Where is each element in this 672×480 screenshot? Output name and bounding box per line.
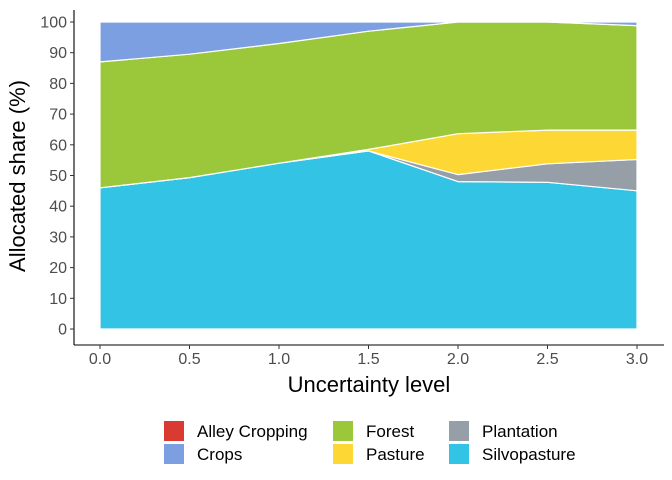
tick-labels: 0 10 20 30 40 50 60 70 80 90 100 0.0 0.5 1.0 1.5 2.0 2.5… xyxy=(40,15,648,369)
y-tick-label: 0 xyxy=(58,322,67,339)
y-tick-label: 40 xyxy=(49,199,67,216)
legend-swatch xyxy=(333,421,353,441)
legend-swatch xyxy=(164,421,184,441)
legend: Alley Cropping Crops Forest Pasture Plantati… xyxy=(164,421,576,464)
legend-label: Plantation xyxy=(482,422,558,441)
y-tick-label: 100 xyxy=(40,15,67,32)
y-axis-title: Allocated share (%) xyxy=(5,80,30,272)
area-layers xyxy=(99,21,638,330)
legend-item-pasture: Pasture xyxy=(333,444,425,464)
y-tick-label: 90 xyxy=(49,45,67,62)
y-tick-label: 60 xyxy=(49,137,67,154)
legend-item-plantation: Plantation xyxy=(449,421,558,441)
legend-swatch xyxy=(333,444,353,464)
area-crops xyxy=(99,21,638,63)
legend-label: Alley Cropping xyxy=(197,422,308,441)
x-tick-label: 2.0 xyxy=(447,351,469,368)
x-axis-title: Uncertainty level xyxy=(288,372,451,397)
y-tick-label: 50 xyxy=(49,168,67,185)
legend-label: Pasture xyxy=(366,445,425,464)
y-tick-label: 20 xyxy=(49,260,67,277)
y-tick-label: 30 xyxy=(49,229,67,246)
x-tick-label: 3.0 xyxy=(626,351,648,368)
x-tick-label: 1.5 xyxy=(357,351,379,368)
x-tick-label: 0.0 xyxy=(89,351,111,368)
x-tick-label: 0.5 xyxy=(178,351,200,368)
y-tick-label: 70 xyxy=(49,107,67,124)
x-tick-label: 2.5 xyxy=(536,351,558,368)
y-tick-label: 10 xyxy=(49,291,67,308)
x-tick-label: 1.0 xyxy=(268,351,290,368)
legend-swatch xyxy=(449,444,469,464)
legend-label: Crops xyxy=(197,445,242,464)
legend-item-alley-cropping: Alley Cropping xyxy=(164,421,308,441)
y-tick-label: 80 xyxy=(49,76,67,93)
legend-item-forest: Forest xyxy=(333,421,414,441)
legend-label: Silvopasture xyxy=(482,445,576,464)
legend-swatch xyxy=(449,421,469,441)
legend-item-silvopasture: Silvopasture xyxy=(449,444,576,464)
legend-item-crops: Crops xyxy=(164,444,242,464)
legend-label: Forest xyxy=(366,422,414,441)
legend-swatch xyxy=(164,444,184,464)
